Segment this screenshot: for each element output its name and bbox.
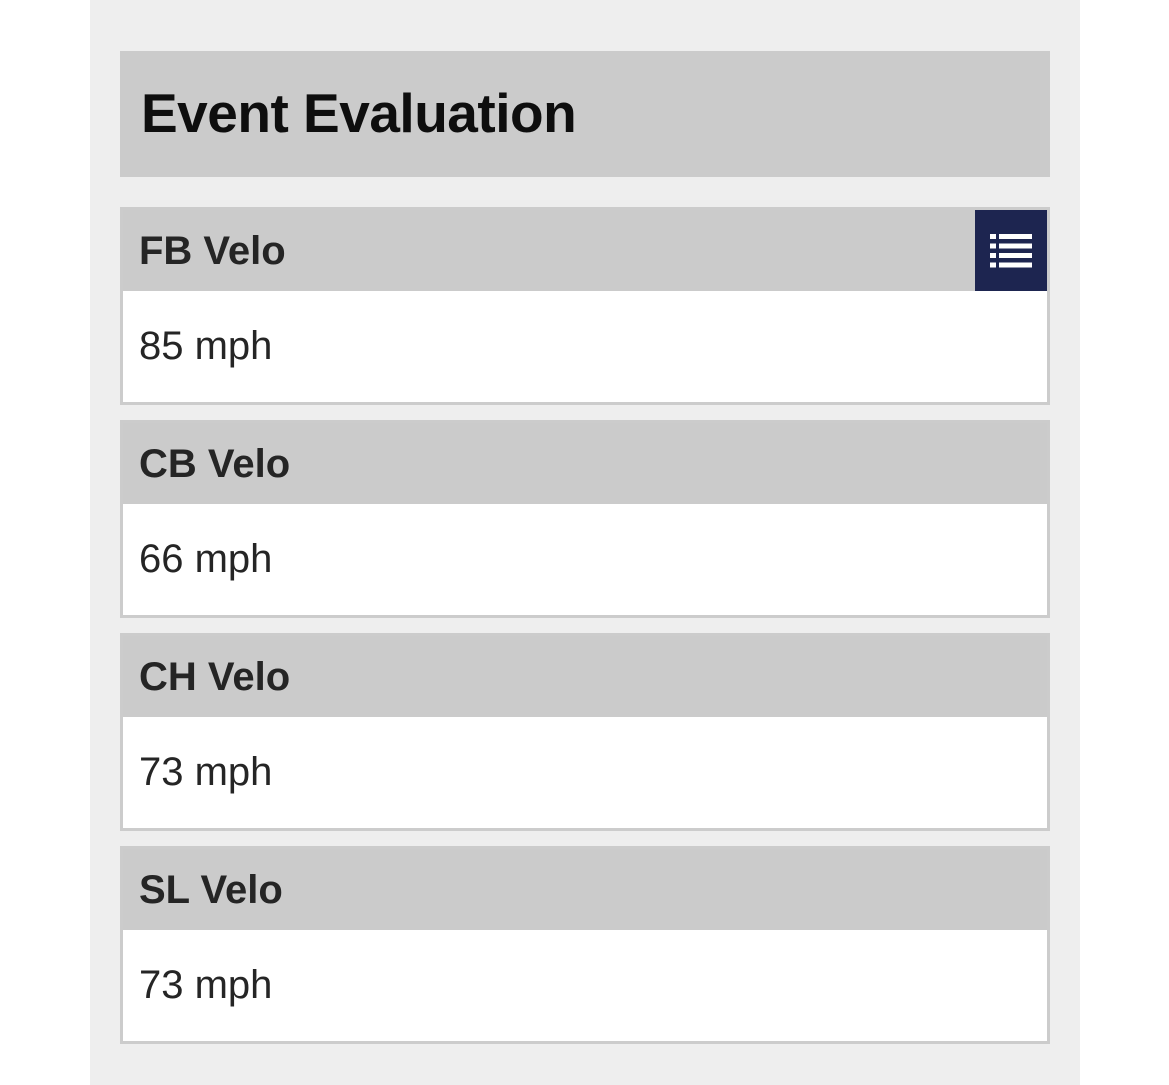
metric-card-cb-velo: CB Velo 66 mph: [120, 420, 1050, 618]
metric-value: 85 mph: [139, 324, 273, 368]
metric-card-sl-velo: SL Velo 73 mph: [120, 846, 1050, 1044]
metric-card-header: SL Velo: [123, 849, 1047, 930]
metric-card-fb-velo: FB Velo 85 mph: [120, 207, 1050, 405]
metric-card-ch-velo: CH Velo 73 mph: [120, 633, 1050, 831]
metric-card-header: CH Velo: [123, 636, 1047, 717]
list-icon: [990, 234, 1032, 268]
metric-card-header: CB Velo: [123, 423, 1047, 504]
panel-header: Event Evaluation: [120, 51, 1050, 177]
page-title: Event Evaluation: [141, 82, 577, 144]
metric-label: FB Velo: [139, 229, 286, 273]
metric-label: CB Velo: [139, 442, 291, 486]
metric-card-header: FB Velo: [123, 210, 1047, 291]
metric-label: SL Velo: [139, 868, 283, 912]
metric-value: 66 mph: [139, 537, 273, 581]
list-view-button[interactable]: [975, 210, 1047, 291]
metric-value: 73 mph: [139, 750, 273, 794]
metric-value: 73 mph: [139, 963, 273, 1007]
metric-label: CH Velo: [139, 655, 291, 699]
event-evaluation-panel: Event Evaluation FB Velo 85 mph CB: [90, 0, 1080, 1085]
